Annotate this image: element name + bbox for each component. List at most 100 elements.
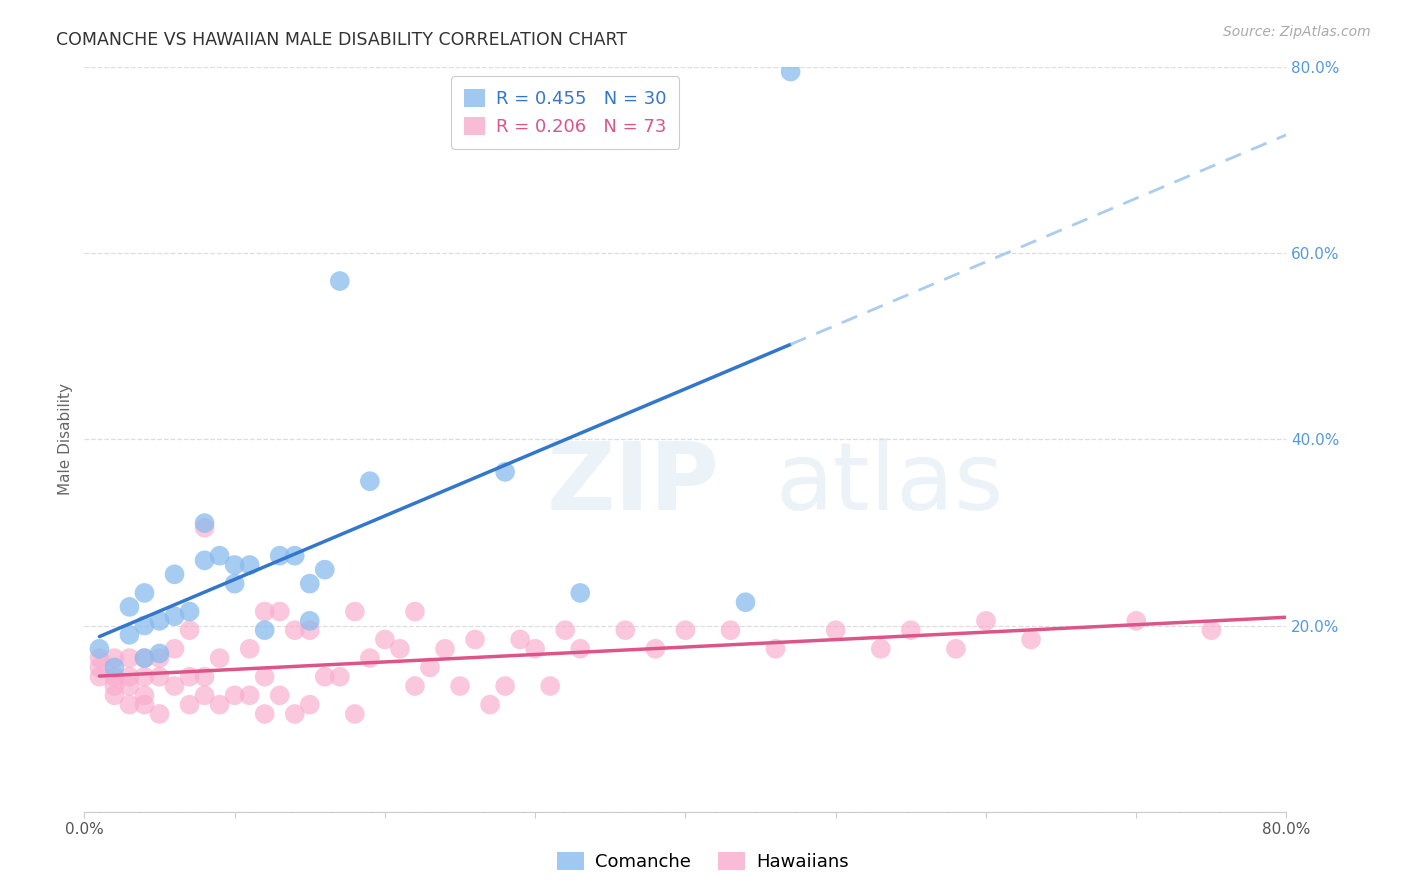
Point <box>194 553 217 567</box>
Point <box>1201 623 1223 637</box>
Point <box>675 623 697 637</box>
Point <box>224 558 246 572</box>
Point <box>569 586 592 600</box>
Point <box>163 641 186 656</box>
Point <box>163 609 186 624</box>
Point <box>359 651 381 665</box>
Point <box>194 521 217 535</box>
Point <box>614 623 637 637</box>
Point <box>1019 632 1042 647</box>
Point <box>148 647 170 661</box>
Point <box>89 641 111 656</box>
Point <box>103 660 125 674</box>
Point <box>134 651 156 665</box>
Point <box>89 670 111 684</box>
Point <box>208 651 231 665</box>
Legend: R = 0.455   N = 30, R = 0.206   N = 73: R = 0.455 N = 30, R = 0.206 N = 73 <box>451 76 679 149</box>
Point <box>253 623 276 637</box>
Point <box>148 706 170 721</box>
Text: atlas: atlas <box>776 438 1004 530</box>
Point <box>494 465 516 479</box>
Point <box>239 641 262 656</box>
Point <box>208 549 231 563</box>
Point <box>404 605 426 619</box>
Point <box>434 641 457 656</box>
Point <box>269 549 291 563</box>
Point <box>118 698 141 712</box>
Point <box>118 628 141 642</box>
Point <box>239 689 262 703</box>
Point <box>298 576 321 591</box>
Point <box>314 563 336 577</box>
Point <box>479 698 502 712</box>
Point <box>148 651 170 665</box>
Point <box>509 632 531 647</box>
Point <box>1125 614 1147 628</box>
Point <box>179 605 201 619</box>
Point <box>89 651 111 665</box>
Point <box>253 605 276 619</box>
Point <box>298 614 321 628</box>
Text: Source: ZipAtlas.com: Source: ZipAtlas.com <box>1223 25 1371 39</box>
Point <box>224 689 246 703</box>
Point <box>284 706 307 721</box>
Point <box>269 605 291 619</box>
Point <box>253 706 276 721</box>
Point <box>118 670 141 684</box>
Point <box>89 660 111 674</box>
Point <box>419 660 441 674</box>
Point <box>224 576 246 591</box>
Point <box>118 599 141 614</box>
Point <box>524 641 547 656</box>
Point <box>194 670 217 684</box>
Point <box>359 474 381 488</box>
Point <box>734 595 756 609</box>
Point <box>644 641 666 656</box>
Point <box>449 679 471 693</box>
Point <box>374 632 396 647</box>
Point <box>103 670 125 684</box>
Point <box>239 558 262 572</box>
Point <box>945 641 967 656</box>
Point <box>269 689 291 703</box>
Point <box>134 618 156 632</box>
Point <box>179 698 201 712</box>
Point <box>208 698 231 712</box>
Point <box>148 614 170 628</box>
Text: COMANCHE VS HAWAIIAN MALE DISABILITY CORRELATION CHART: COMANCHE VS HAWAIIAN MALE DISABILITY COR… <box>56 31 627 49</box>
Point <box>179 623 201 637</box>
Point <box>148 670 170 684</box>
Point <box>824 623 846 637</box>
Point <box>538 679 561 693</box>
Point <box>343 605 366 619</box>
Point <box>134 689 156 703</box>
Point <box>103 679 125 693</box>
Point <box>194 689 217 703</box>
Point <box>253 670 276 684</box>
Legend: Comanche, Hawaiians: Comanche, Hawaiians <box>550 845 856 879</box>
Text: ZIP: ZIP <box>547 438 720 530</box>
Point <box>974 614 997 628</box>
Point <box>179 670 201 684</box>
Point <box>404 679 426 693</box>
Point <box>329 274 352 288</box>
Point <box>388 641 411 656</box>
Point <box>103 651 125 665</box>
Point <box>720 623 742 637</box>
Point <box>134 670 156 684</box>
Point <box>298 623 321 637</box>
Y-axis label: Male Disability: Male Disability <box>58 384 73 495</box>
Point <box>134 586 156 600</box>
Point <box>494 679 516 693</box>
Point <box>554 623 576 637</box>
Point <box>118 679 141 693</box>
Point <box>163 567 186 582</box>
Point <box>194 516 217 530</box>
Point <box>464 632 486 647</box>
Point <box>134 698 156 712</box>
Point <box>314 670 336 684</box>
Point <box>118 651 141 665</box>
Point <box>298 698 321 712</box>
Point <box>765 641 787 656</box>
Point <box>163 679 186 693</box>
